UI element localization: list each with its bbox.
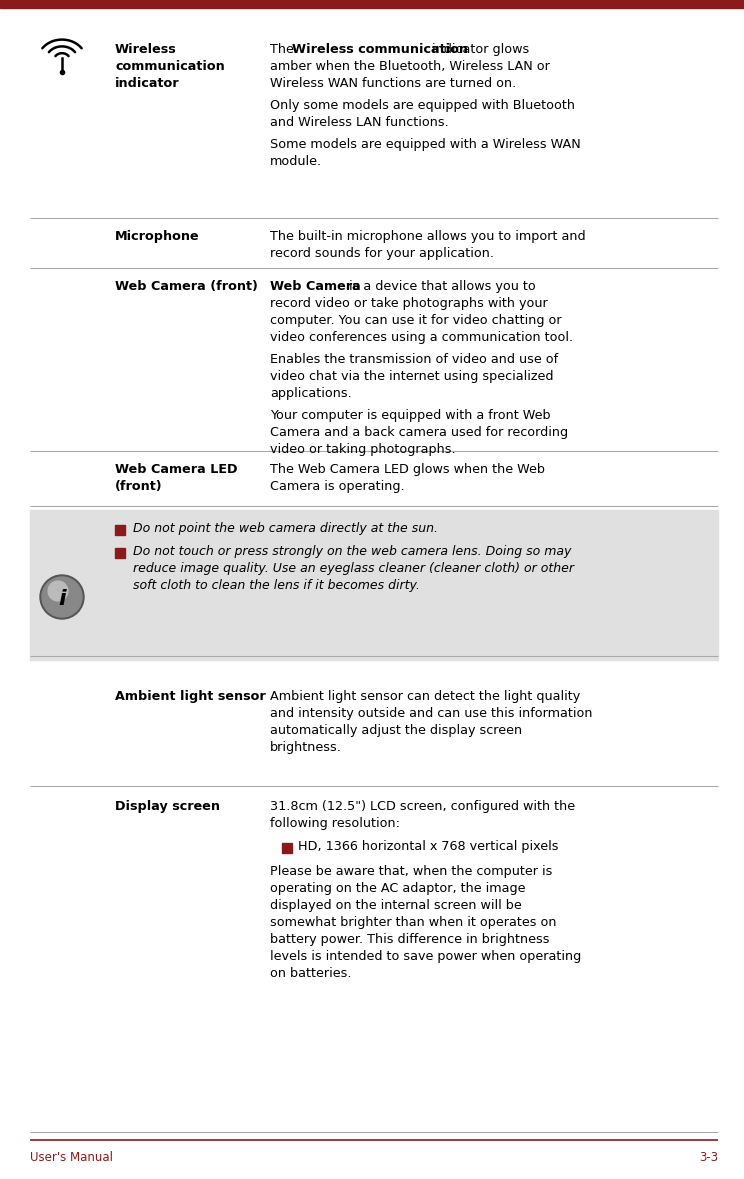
Text: communication: communication	[115, 60, 225, 73]
Text: Please be aware that, when the computer is: Please be aware that, when the computer …	[270, 865, 552, 878]
Text: video chat via the internet using specialized: video chat via the internet using specia…	[270, 370, 554, 383]
Circle shape	[42, 577, 82, 617]
Text: operating on the AC adaptor, the image: operating on the AC adaptor, the image	[270, 882, 525, 895]
Text: Web Camera LED: Web Camera LED	[115, 463, 237, 476]
Text: The Web Camera LED glows when the Web: The Web Camera LED glows when the Web	[270, 463, 545, 476]
Text: 3-3: 3-3	[699, 1151, 718, 1164]
Text: Ambient light sensor can detect the light quality: Ambient light sensor can detect the ligh…	[270, 690, 580, 703]
Text: is a device that allows you to: is a device that allows you to	[345, 279, 536, 294]
Text: automatically adjust the display screen: automatically adjust the display screen	[270, 724, 522, 737]
Text: somewhat brighter than when it operates on: somewhat brighter than when it operates …	[270, 916, 557, 929]
Text: The: The	[270, 42, 298, 55]
Text: The built-in microphone allows you to import and: The built-in microphone allows you to im…	[270, 230, 586, 243]
Text: applications.: applications.	[270, 387, 352, 400]
Text: Wireless: Wireless	[115, 42, 177, 55]
Text: record video or take photographs with your: record video or take photographs with yo…	[270, 297, 548, 310]
Text: User's Manual: User's Manual	[30, 1151, 113, 1164]
Text: and intensity outside and can use this information: and intensity outside and can use this i…	[270, 707, 592, 720]
Text: indicator: indicator	[115, 77, 179, 90]
Text: Some models are equipped with a Wireless WAN: Some models are equipped with a Wireless…	[270, 138, 581, 151]
Circle shape	[40, 575, 84, 619]
Text: Do not point the web camera directly at the sun.: Do not point the web camera directly at …	[133, 522, 438, 535]
Text: Your computer is equipped with a front Web: Your computer is equipped with a front W…	[270, 409, 551, 422]
Text: video conferences using a communication tool.: video conferences using a communication …	[270, 331, 573, 344]
Text: HD, 1366 horizontal x 768 vertical pixels: HD, 1366 horizontal x 768 vertical pixel…	[298, 839, 559, 852]
Text: Display screen: Display screen	[115, 801, 220, 814]
Text: battery power. This difference in brightness: battery power. This difference in bright…	[270, 933, 550, 946]
Bar	[282, 843, 292, 852]
Text: (front): (front)	[115, 480, 163, 493]
Text: amber when the Bluetooth, Wireless LAN or: amber when the Bluetooth, Wireless LAN o…	[270, 60, 550, 73]
Text: Web Camera: Web Camera	[270, 279, 361, 294]
Text: video or taking photographs.: video or taking photographs.	[270, 443, 455, 456]
Text: displayed on the internal screen will be: displayed on the internal screen will be	[270, 900, 522, 913]
Bar	[115, 548, 125, 558]
Text: following resolution:: following resolution:	[270, 817, 400, 830]
Text: indicator glows: indicator glows	[428, 42, 529, 55]
Text: module.: module.	[270, 154, 322, 167]
Text: Do not touch or press strongly on the web camera lens. Doing so may: Do not touch or press strongly on the we…	[133, 545, 571, 558]
Text: i: i	[58, 590, 65, 610]
Text: Microphone: Microphone	[115, 230, 199, 243]
Text: Enables the transmission of video and use of: Enables the transmission of video and us…	[270, 353, 558, 365]
Text: Ambient light sensor: Ambient light sensor	[115, 690, 266, 703]
Text: record sounds for your application.: record sounds for your application.	[270, 246, 494, 261]
Text: Camera and a back camera used for recording: Camera and a back camera used for record…	[270, 426, 568, 439]
Circle shape	[48, 581, 68, 601]
Bar	[115, 525, 125, 535]
Text: 31.8cm (12.5") LCD screen, configured with the: 31.8cm (12.5") LCD screen, configured wi…	[270, 801, 575, 814]
Text: and Wireless LAN functions.: and Wireless LAN functions.	[270, 116, 449, 129]
Text: Only some models are equipped with Bluetooth: Only some models are equipped with Bluet…	[270, 99, 575, 112]
Text: Web Camera (front): Web Camera (front)	[115, 279, 258, 294]
Text: Wireless communication: Wireless communication	[292, 42, 468, 55]
Text: reduce image quality. Use an eyeglass cleaner (cleaner cloth) or other: reduce image quality. Use an eyeglass cl…	[133, 562, 574, 575]
Text: on batteries.: on batteries.	[270, 967, 351, 980]
Text: computer. You can use it for video chatting or: computer. You can use it for video chatt…	[270, 314, 562, 327]
Text: Wireless WAN functions are turned on.: Wireless WAN functions are turned on.	[270, 77, 516, 90]
Bar	[30, 511, 718, 660]
Text: Camera is operating.: Camera is operating.	[270, 480, 405, 493]
Text: soft cloth to clean the lens if it becomes dirty.: soft cloth to clean the lens if it becom…	[133, 579, 420, 592]
Text: levels is intended to save power when operating: levels is intended to save power when op…	[270, 950, 581, 963]
Text: brightness.: brightness.	[270, 740, 342, 755]
Bar	[0, 0, 744, 8]
